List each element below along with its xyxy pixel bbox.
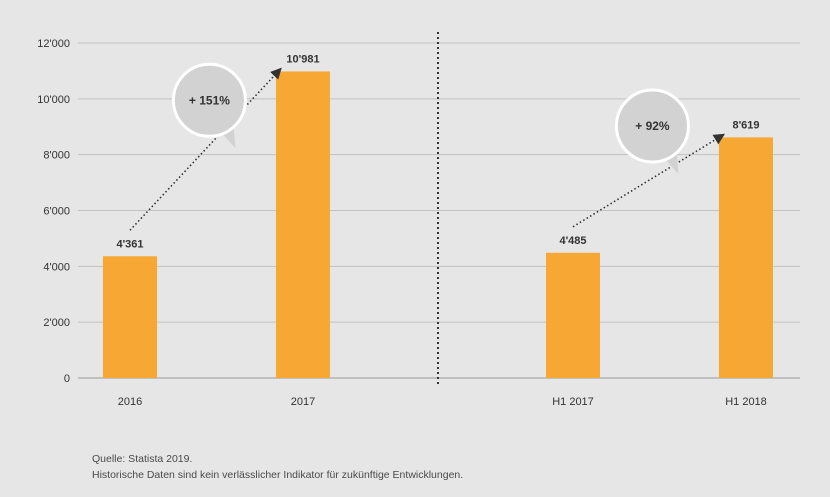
bar [276, 71, 330, 378]
value-label: 4'361 [116, 238, 143, 250]
x-axis-tick-labels: 2016 2017 H1 2017 H1 2018 [118, 396, 767, 408]
bar [719, 137, 773, 378]
growth-annotations: + 151% + 92% [129, 62, 725, 231]
chart-footer: Quelle: Statista 2019. Historische Daten… [92, 451, 463, 483]
y-tick-label: 2'000 [43, 317, 70, 329]
disclaimer-note: Historische Daten sind kein verlässliche… [92, 469, 464, 481]
value-label: 8'619 [732, 119, 759, 131]
bubble-circle [614, 88, 690, 164]
growth-bubble: + 151% [171, 62, 247, 149]
value-label: 10'981 [286, 53, 319, 65]
y-tick-label: 0 [64, 373, 70, 385]
y-tick-label: 4'000 [43, 261, 70, 273]
bar [103, 256, 157, 378]
bar-chart: 0 2'000 4'000 6'000 8'000 10'000 12'000 4'361 1… [37, 32, 800, 408]
value-label: 4'485 [559, 235, 586, 247]
growth-arrow [129, 67, 282, 231]
y-tick-label: 8'000 [43, 150, 70, 162]
bubble-circle [171, 62, 247, 138]
y-tick-label: 10'000 [37, 94, 70, 106]
growth-bubble: + 92% [614, 88, 690, 174]
value-labels: 4'361 10'981 4'485 8'619 [116, 53, 759, 250]
x-tick-label: 2017 [291, 396, 315, 408]
x-tick-label: H1 2018 [725, 396, 767, 408]
y-tick-label: 12'000 [37, 38, 70, 50]
source-note: Quelle: Statista 2019. [92, 453, 193, 465]
growth-arrow [572, 133, 725, 228]
x-tick-label: 2016 [118, 396, 142, 408]
growth-label: + 151% [189, 93, 230, 107]
y-tick-label: 6'000 [43, 206, 70, 218]
bars [103, 71, 773, 378]
x-tick-label: H1 2017 [552, 396, 594, 408]
y-axis-tick-labels: 0 2'000 4'000 6'000 8'000 10'000 12'000 [37, 38, 70, 385]
growth-label: + 92% [635, 119, 670, 133]
bar [546, 252, 600, 378]
